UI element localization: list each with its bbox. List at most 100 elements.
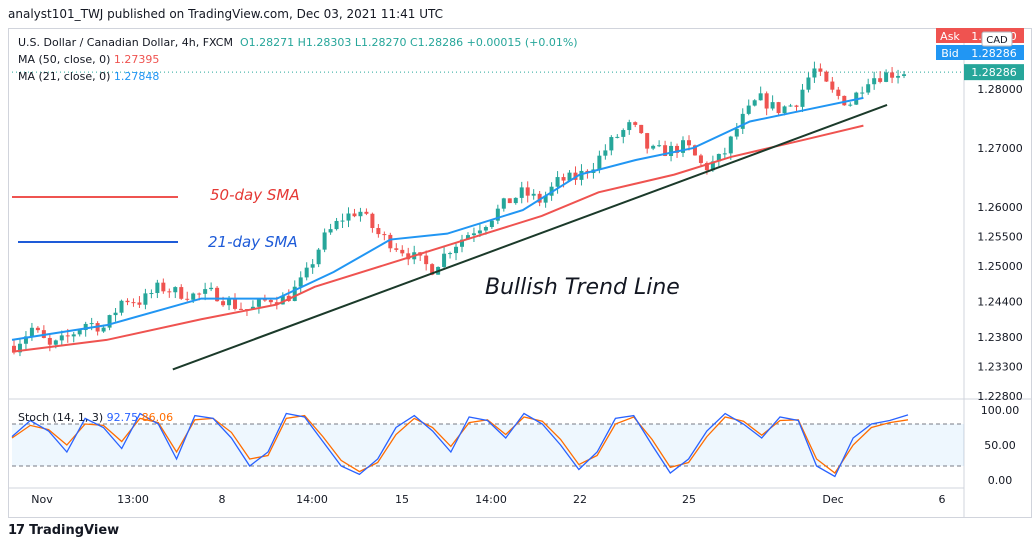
candle-body xyxy=(376,228,381,235)
candle-body xyxy=(651,145,656,149)
candle-body xyxy=(495,208,500,221)
candle-body xyxy=(543,195,548,203)
legend-ma21-row[interactable]: MA (21, close, 0) 1.27848 xyxy=(18,68,578,85)
ma50-line xyxy=(11,124,864,353)
candle-body xyxy=(442,253,447,267)
time-tick-label: 22 xyxy=(573,493,587,506)
time-tick-label: Dec xyxy=(822,493,843,506)
annotations: 50-day SMA 21-day SMA Bullish Trend Line xyxy=(12,186,680,300)
bid-label: Bid xyxy=(941,47,959,60)
candle-body xyxy=(489,220,494,227)
ma50-value: 1.27395 xyxy=(113,53,160,66)
stochastic-pane: Stoch (14, 1, 3) 92.75 86.06 100.00 50.00 0… xyxy=(11,404,1019,487)
candle-body xyxy=(561,177,566,181)
candle-body xyxy=(388,234,393,249)
candle-body xyxy=(860,92,865,94)
candle-body xyxy=(47,337,52,345)
brand-name: TradingView xyxy=(29,523,120,538)
tradingview-logo-icon: 17 xyxy=(8,523,25,538)
candle-body xyxy=(603,150,608,156)
candle-body xyxy=(776,102,781,114)
candle-body xyxy=(352,213,357,217)
candle-body xyxy=(471,233,476,236)
candle-body xyxy=(227,299,232,306)
candle-body xyxy=(627,122,632,131)
candle-body xyxy=(358,211,363,217)
candle-body xyxy=(782,106,787,114)
price-tick-label: 1.22800 xyxy=(977,390,1023,403)
chart-frame xyxy=(8,28,1032,518)
candle-body xyxy=(17,343,22,353)
candle-body xyxy=(221,301,226,306)
candle-body xyxy=(525,187,530,196)
candle-body xyxy=(197,293,202,295)
candle-body xyxy=(12,345,16,353)
candle-body xyxy=(71,334,76,337)
candle-body xyxy=(657,145,662,147)
candle-body xyxy=(185,298,190,300)
legend-symbol-row: U.S. Dollar / Canadian Dollar, 4h, FXCM … xyxy=(18,34,578,51)
candle-body xyxy=(298,277,303,287)
candle-body xyxy=(65,335,70,337)
candle-body xyxy=(107,315,112,328)
moving-averages xyxy=(11,96,864,353)
last-price-bg xyxy=(964,64,1024,81)
candle-body xyxy=(890,72,895,78)
candle-body xyxy=(304,267,309,278)
candle-body xyxy=(173,287,178,293)
legend-ma50-row[interactable]: MA (50, close, 0) 1.27395 xyxy=(18,51,578,68)
price-axis: 1.28000 1.27000 1.26000 1.25500 1.25000 1.244… xyxy=(977,83,1023,403)
candle-body xyxy=(340,220,345,222)
candle-body xyxy=(770,102,775,109)
candle-body xyxy=(788,105,793,107)
candle-body xyxy=(400,249,405,254)
candle-body xyxy=(519,187,524,198)
candle-body xyxy=(465,235,470,240)
candle-body xyxy=(681,140,686,153)
candle-body xyxy=(137,302,142,305)
ask-label-bg xyxy=(936,28,964,43)
candle-body xyxy=(155,282,160,294)
candle-body xyxy=(579,170,584,180)
published-header: analyst101_TWJ published on TradingView.… xyxy=(8,7,444,21)
candle-body xyxy=(310,264,315,268)
candle-body xyxy=(328,229,333,233)
candle-body xyxy=(89,323,94,325)
price-tick-label: 1.28000 xyxy=(977,83,1023,96)
candle-body xyxy=(262,299,267,301)
time-tick-label: 14:00 xyxy=(296,493,328,506)
candle-body xyxy=(740,113,745,129)
candle-body xyxy=(639,124,644,134)
sma50-annotation: 50-day SMA xyxy=(210,186,300,204)
footer-brand[interactable]: 17 TradingView xyxy=(8,520,119,542)
candle-body xyxy=(507,198,512,204)
candle-body xyxy=(830,81,835,90)
stoch-label: Stoch (14, 1, 3) 92.75 86.06 xyxy=(18,411,173,424)
candle-body xyxy=(448,253,453,255)
price-tick-label: 1.27000 xyxy=(977,142,1023,155)
candle-body xyxy=(812,68,817,78)
candle-body xyxy=(513,197,518,204)
candle-body xyxy=(794,105,799,107)
stoch-k-value: 92.75 xyxy=(107,411,142,424)
candle-body xyxy=(752,100,757,106)
price-tick-label: 1.25500 xyxy=(977,231,1023,244)
price-tick-label: 1.26000 xyxy=(977,201,1023,214)
candle-body xyxy=(322,232,327,250)
candle-body xyxy=(836,89,841,96)
candle-body xyxy=(758,93,763,101)
time-tick-label: Nov xyxy=(31,493,53,506)
candles xyxy=(12,61,907,357)
candle-body xyxy=(806,77,811,90)
axis-separator-group xyxy=(8,28,965,518)
ma21-value: 1.27848 xyxy=(113,70,160,83)
candle-body xyxy=(460,239,464,247)
candle-body xyxy=(633,122,638,125)
stoch-tick-label: 0.00 xyxy=(988,474,1013,487)
stoch-band xyxy=(12,424,964,466)
candle-body xyxy=(238,308,243,310)
currency-badge: CAD xyxy=(986,35,1008,46)
candle-body xyxy=(896,75,901,78)
symbol-name[interactable]: U.S. Dollar / Canadian Dollar, 4h, FXCM xyxy=(18,36,233,49)
